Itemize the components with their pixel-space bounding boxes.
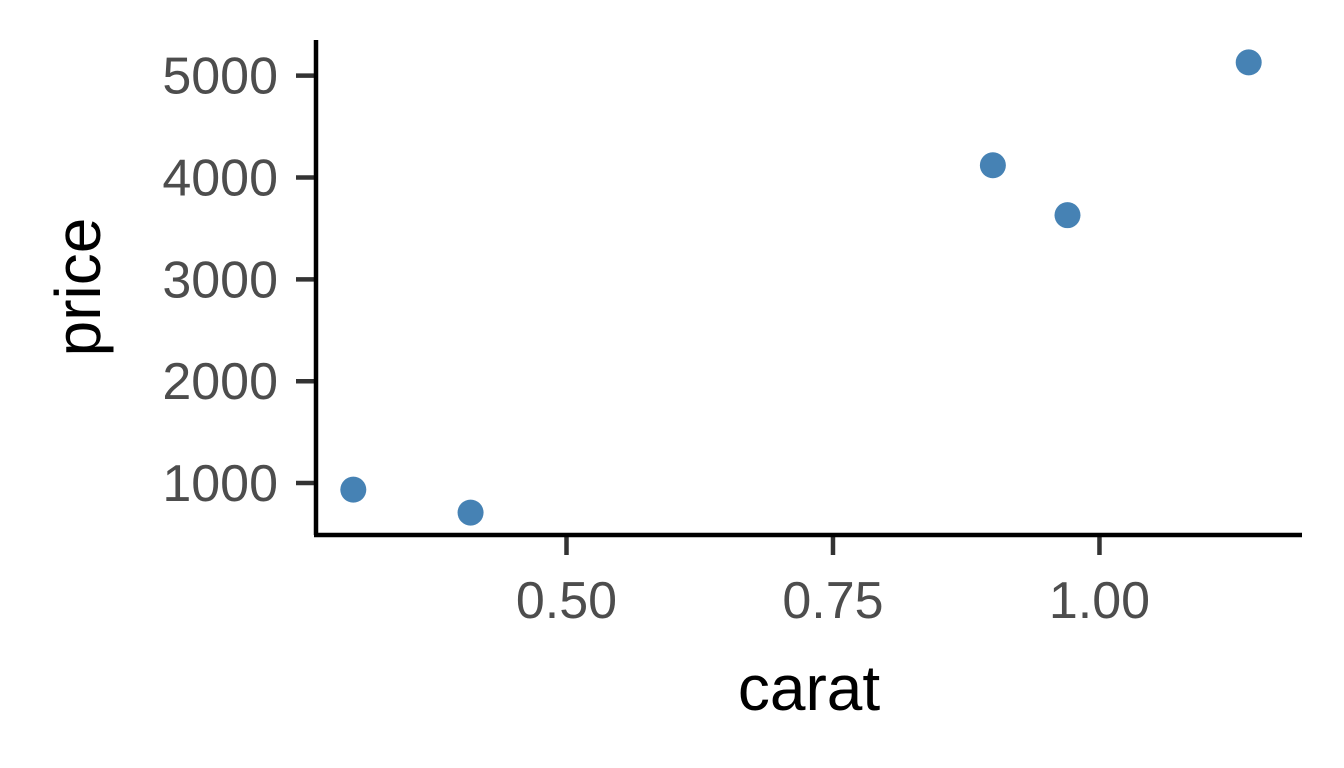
y-tick-label: 3000	[162, 251, 278, 309]
y-tick-label: 5000	[162, 48, 278, 106]
y-tick-label: 4000	[162, 150, 278, 208]
y-tick-label: 2000	[162, 353, 278, 411]
x-axis-title: carat	[738, 652, 881, 724]
x-tick-label: 0.75	[782, 572, 883, 630]
data-point	[979, 152, 1006, 179]
x-axis-ticks: 0.50 0.75 1.00	[516, 535, 1150, 630]
x-tick-label: 1.00	[1049, 572, 1150, 630]
x-tick-label: 0.50	[516, 572, 617, 630]
y-tick-label: 1000	[162, 455, 278, 513]
data-point	[457, 499, 484, 526]
data-point	[1235, 49, 1262, 76]
data-points	[340, 49, 1262, 526]
y-axis-ticks: 1000 2000 3000 4000 5000	[162, 48, 316, 513]
data-point	[1054, 202, 1081, 229]
y-axis-title: price	[42, 218, 114, 357]
data-point	[340, 476, 367, 503]
